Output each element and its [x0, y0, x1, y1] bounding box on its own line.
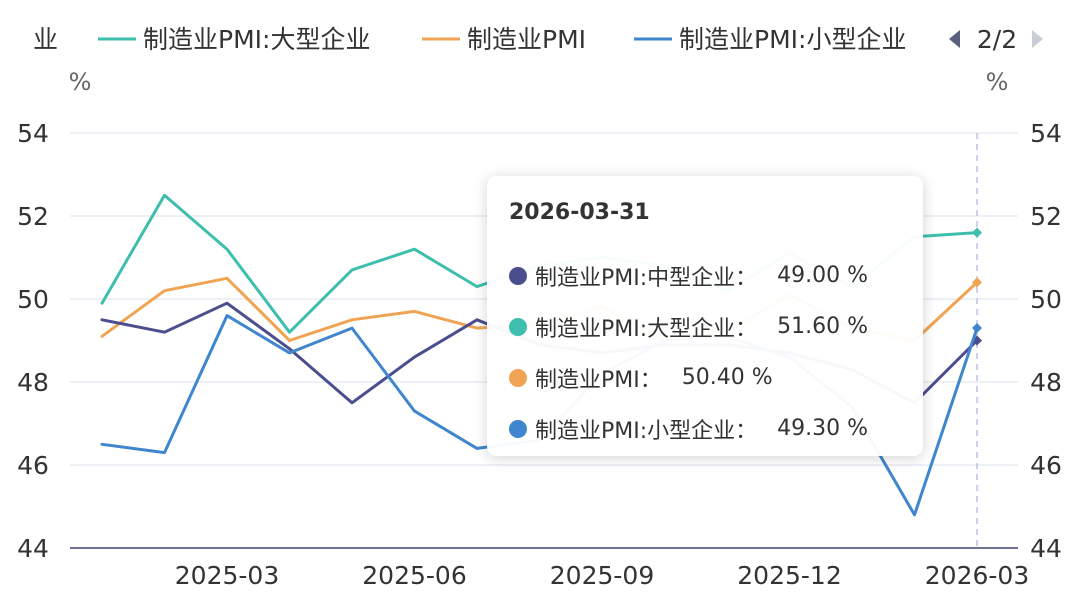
- x-tick-label: 2025-03: [175, 561, 279, 590]
- legend-label-small-enterprise: 制造业PMI:小型企业: [679, 25, 906, 54]
- data-tooltip: 2026-03-31 制造业PMI:中型企业： 49.00 % 制造业PMI:大…: [487, 176, 923, 456]
- tooltip-series-value: 51.60 %: [777, 314, 869, 339]
- legend-item-small-enterprise[interactable]: 制造业PMI:小型企业: [634, 25, 906, 54]
- tooltip-series-name: 制造业PMI:大型企业：: [535, 316, 758, 342]
- y-tick-label-right: 46: [1030, 451, 1062, 480]
- y-tick-label-right: 52: [1030, 202, 1062, 231]
- x-tick-label: 2025-12: [737, 561, 841, 590]
- tooltip-series-name: 制造业PMI:小型企业：: [535, 418, 758, 444]
- tooltip-row-small-enterprise: 制造业PMI:小型企业： 49.30 %: [509, 403, 923, 454]
- tooltip-row-large-enterprise: 制造业PMI:大型企业： 51.60 %: [509, 301, 923, 352]
- legend-item-partial[interactable]: 业: [33, 25, 58, 54]
- tooltip-dot-icon: [509, 419, 527, 438]
- legend-item-large-enterprise[interactable]: 制造业PMI:大型企业: [98, 25, 370, 54]
- axes: 44 44 46 46 48 48 50 50 52 52 54 54 2025-03 2025-06 20…: [17, 119, 1062, 590]
- right-axis-unit: %: [986, 68, 1009, 96]
- legend-label-pmi: 制造业PMI: [467, 25, 586, 54]
- tooltip-series-value: 49.30 %: [777, 416, 869, 441]
- x-tick-label: 2025-09: [550, 561, 654, 590]
- tooltip-dot-icon: [509, 266, 527, 285]
- tooltip-dot-icon: [509, 368, 527, 387]
- y-tick-label-right: 54: [1030, 119, 1062, 148]
- tooltip-date: 2026-03-31: [509, 200, 650, 225]
- tooltip-dot-icon: [509, 317, 527, 336]
- legend-label-large-enterprise: 制造业PMI:大型企业: [143, 25, 370, 54]
- legend-next-page-icon[interactable]: [1032, 30, 1043, 48]
- highlight-point: [972, 227, 982, 238]
- y-tick-label-left: 46: [17, 451, 49, 480]
- y-tick-label-left: 48: [17, 368, 49, 397]
- tooltip-row-pmi: 制造业PMI： 50.40 %: [509, 352, 923, 403]
- highlight-point: [972, 323, 982, 334]
- tooltip-series-name: 制造业PMI：: [535, 367, 662, 393]
- x-tick-label: 2025-06: [362, 561, 466, 590]
- y-tick-label-left: 52: [17, 202, 49, 231]
- tooltip-row-medium-enterprise: 制造业PMI:中型企业： 49.00 %: [509, 250, 923, 301]
- legend-page-indicator: 2/2: [977, 25, 1017, 54]
- y-tick-label-right: 50: [1030, 285, 1062, 314]
- legend: 业 制造业PMI:大型企业 制造业PMI 制造业PMI:小型企业 2/2: [33, 25, 1043, 54]
- y-tick-label-left: 44: [17, 534, 49, 563]
- left-axis-unit: %: [69, 68, 92, 96]
- tooltip-series-value: 49.00 %: [777, 263, 869, 288]
- legend-item-pmi[interactable]: 制造业PMI: [422, 25, 586, 54]
- y-tick-label-left: 54: [17, 119, 49, 148]
- highlight-point: [972, 277, 982, 288]
- legend-prev-page-icon[interactable]: [949, 30, 960, 48]
- y-tick-label-left: 50: [17, 285, 49, 314]
- tooltip-series-name: 制造业PMI:中型企业：: [535, 265, 758, 291]
- tooltip-series-value: 50.40 %: [681, 365, 773, 390]
- x-tick-label: 2026-03: [925, 561, 1029, 590]
- y-tick-label-right: 44: [1030, 534, 1062, 563]
- y-tick-label-right: 48: [1030, 368, 1062, 397]
